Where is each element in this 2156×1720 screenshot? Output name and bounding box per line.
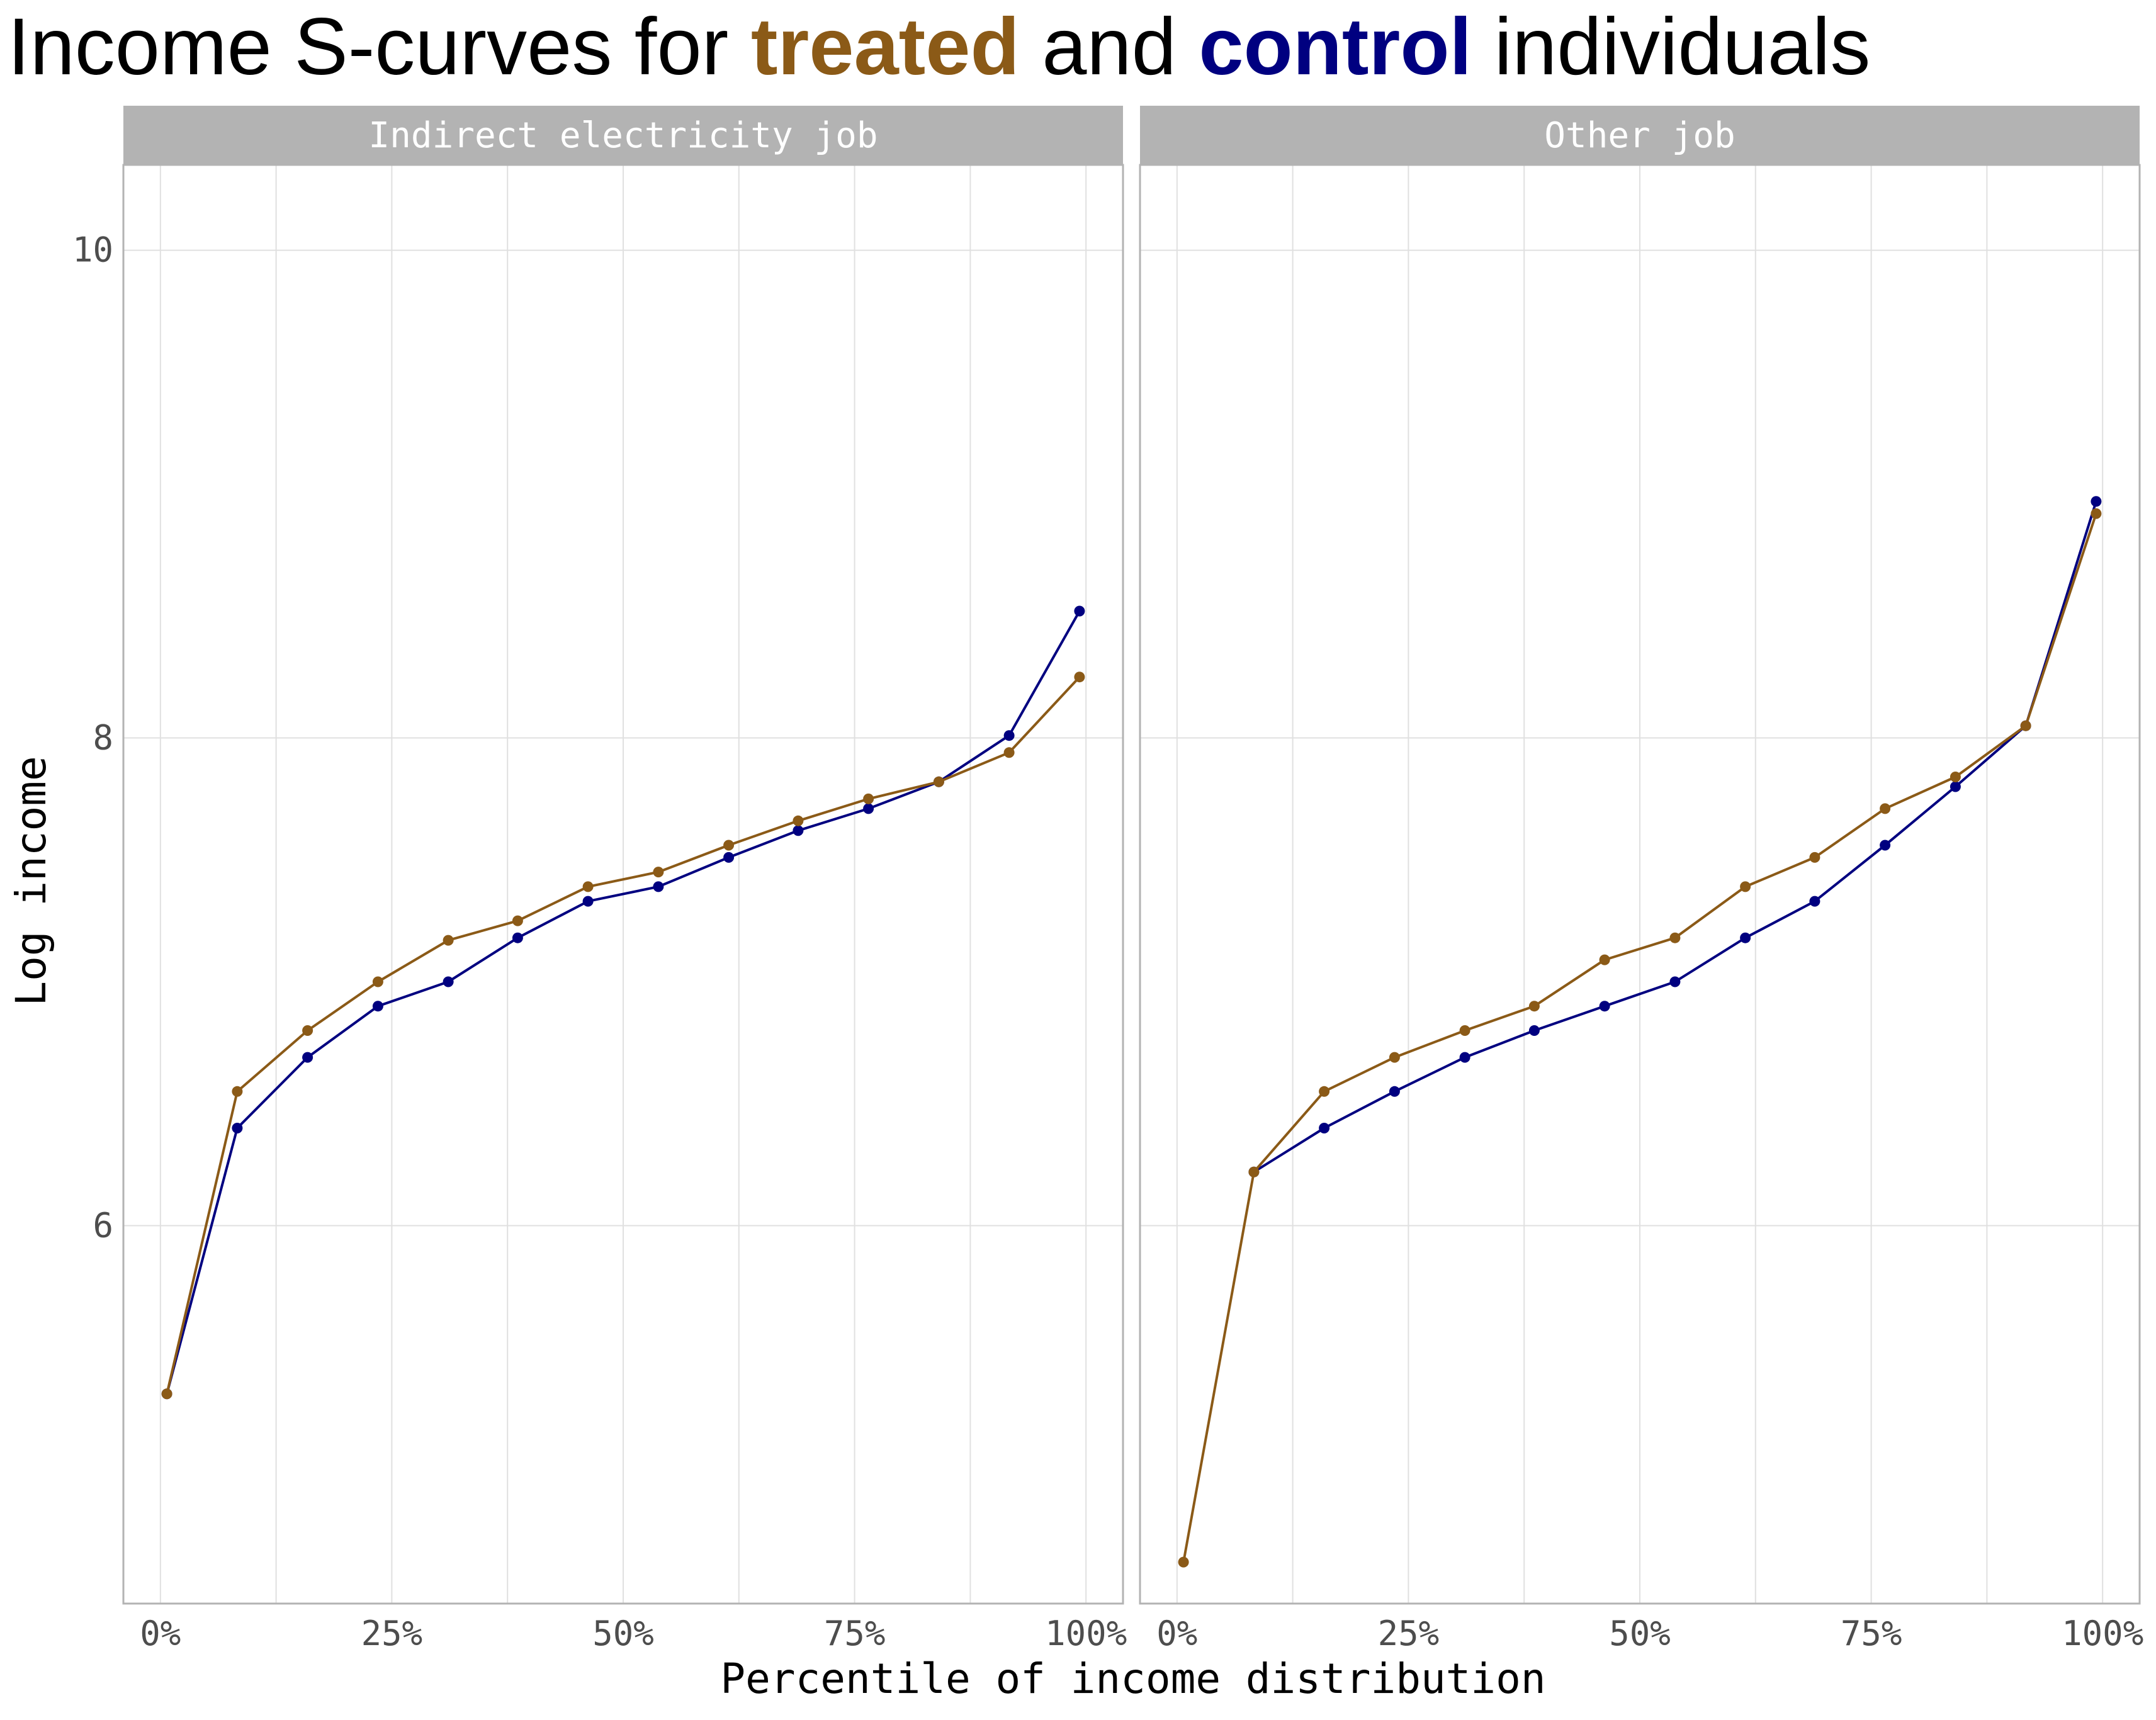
data-point-control [723,852,735,863]
data-point-treated [582,881,594,892]
data-point-control [1809,896,1820,907]
data-point-treated [1319,1086,1330,1097]
panel-strip-label: Indirect electricity job [368,115,878,156]
data-point-treated [512,915,523,926]
x-tick-label: 75% [824,1614,886,1653]
data-point-treated [1248,1166,1260,1178]
data-point-control [1319,1123,1330,1133]
x-tick-label: 50% [1609,1614,1671,1653]
y-tick-label: 10 [72,230,113,270]
x-tick-label: 0% [140,1614,181,1653]
data-point-control [372,1001,383,1012]
data-point-treated [232,1086,243,1097]
data-point-control [1880,840,1891,851]
data-point-control [653,881,664,892]
series-treated [1178,508,2102,1568]
data-point-control [1740,932,1751,943]
panel-border [1139,164,2141,1605]
x-tick-label: 75% [1841,1614,1902,1653]
data-point-treated [372,976,383,987]
panel-2: Other job 0% 25% 50% 75% 100% [1139,106,2143,1653]
series-control [1248,496,2102,1178]
series-line-treated [1182,513,2097,1563]
title-part2: and [1020,2,1199,92]
data-point-control [302,1052,313,1063]
data-point-control [1669,976,1681,987]
series-treated [161,672,1085,1400]
x-axis-title: Percentile of income distribution [720,1655,1545,1703]
panel-strip-bg [1140,106,2140,165]
data-point-treated [1459,1025,1470,1036]
data-point-treated [1528,1001,1540,1012]
data-point-treated [1389,1052,1400,1063]
panel-strip-bg [123,106,1123,165]
data-point-treated [933,776,944,787]
data-point-control [863,803,874,814]
data-point-control [232,1123,243,1133]
data-point-treated [653,867,664,878]
title-part3: individuals [1472,2,1870,92]
x-tick-label: 50% [592,1614,654,1653]
data-point-treated [1074,672,1085,683]
data-point-treated [1669,932,1681,943]
y-axis-title: Log income [7,756,55,1006]
data-point-treated [1809,852,1820,863]
data-point-treated [1178,1556,1189,1568]
data-point-control [1950,781,1961,792]
data-point-treated [1740,881,1751,892]
data-point-control [1459,1052,1470,1063]
data-point-treated [723,840,735,851]
data-point-treated [2020,720,2031,731]
y-tick-label: 8 [93,718,113,758]
title-treated-word: treated [751,2,1020,92]
series-line-control [166,610,1081,1395]
data-point-treated [793,815,804,826]
x-tick-label: 100% [2062,1614,2143,1653]
data-point-control [1599,1001,1610,1012]
series-line-treated [166,676,1081,1395]
data-point-treated [1950,772,1961,782]
data-point-control [793,825,804,836]
data-point-treated [1003,747,1015,758]
title-part1: Income S-curves for [8,2,751,92]
data-point-treated [863,793,874,804]
data-point-control [1003,730,1015,741]
data-point-control [1074,605,1085,617]
x-tick-label: 0% [1156,1614,1197,1653]
data-point-treated [1880,803,1891,814]
data-point-treated [302,1025,313,1036]
data-point-treated [161,1388,172,1400]
panel-1: Indirect electricity job 0% 25% 50% 75% 100% 6… [72,106,1127,1653]
data-point-control [582,896,594,907]
x-tick-label: 25% [361,1614,423,1653]
panel-strip-label: Other job [1544,115,1735,156]
data-point-control [1528,1025,1540,1036]
data-point-control [443,976,454,987]
data-point-treated [443,935,454,946]
title-control-word: control [1199,2,1472,92]
x-tick-label: 100% [1045,1614,1127,1653]
series-line-control [1253,501,2097,1173]
y-tick-label: 6 [93,1205,113,1245]
data-point-treated [1599,954,1610,965]
x-tick-label: 25% [1378,1614,1440,1653]
data-point-control [2091,496,2102,507]
data-point-control [1389,1086,1400,1097]
data-point-treated [2091,508,2102,519]
chart-title: Income S-curves for treated and control … [8,2,1870,92]
panel-border [122,164,1124,1605]
data-point-control [512,932,523,943]
